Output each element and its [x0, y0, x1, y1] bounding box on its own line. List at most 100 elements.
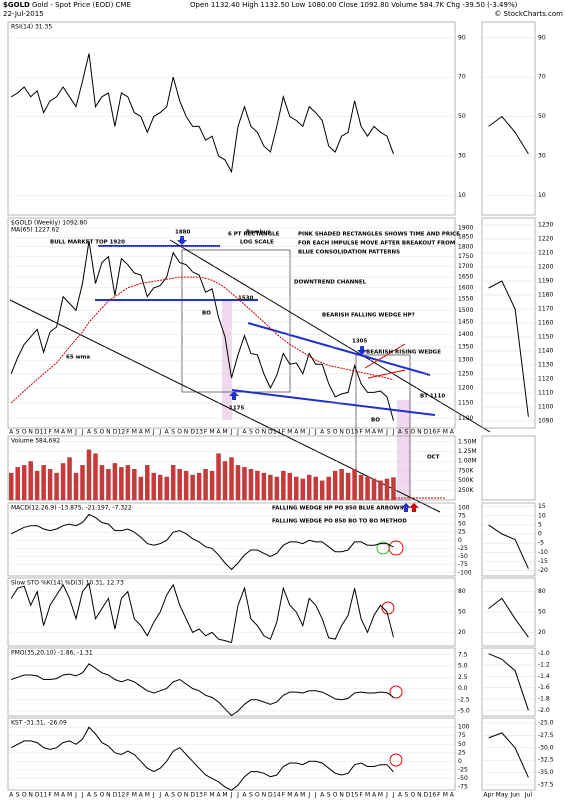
inset-tick-label: -30.0 — [538, 744, 554, 751]
x-tick-label: N — [184, 429, 189, 436]
panel-title: Slow STO %K(14) %D(3) 10.31, 12.73 — [11, 580, 124, 587]
y-tick-label: -75 — [458, 561, 468, 568]
x-tick-label: F — [359, 429, 363, 436]
inset-tick-label: 50 — [538, 113, 546, 120]
x-tick-label: M — [209, 792, 214, 799]
annotation: 1305 — [352, 339, 367, 345]
y-tick-label: 1350 — [458, 344, 473, 351]
inset-tick-label: 1120 — [538, 376, 553, 383]
volume-bar — [80, 465, 85, 500]
annotation: OCT — [427, 455, 440, 461]
x-tick-label: A — [372, 429, 377, 436]
y-tick-label: -100 — [458, 569, 472, 576]
volume-bar — [47, 468, 53, 500]
annotation: BEARISH FALLING WEDGE HP? — [322, 313, 415, 319]
volume-bar — [294, 476, 299, 500]
y-tick-label: 0.0 — [458, 685, 468, 692]
x-tick-label: 12 — [118, 429, 126, 436]
y-tick-label: 7.5 — [458, 651, 468, 658]
x-tick-label: M — [443, 792, 448, 799]
inset-tick-label: 1130 — [538, 362, 553, 369]
x-tick-label: A — [450, 429, 455, 436]
volume-bar — [106, 468, 111, 500]
moving-average — [10, 276, 394, 404]
x-tick-label: J — [152, 429, 155, 436]
y-tick-label: 1250 — [458, 370, 473, 377]
y-tick-label: 75 — [458, 732, 466, 739]
volume-bar — [300, 478, 306, 500]
x-tick-label: J — [314, 792, 317, 799]
x-tick-label: 11 — [40, 792, 48, 799]
x-tick-label: A — [9, 429, 14, 436]
x-tick-label: F — [204, 429, 208, 436]
y-tick-label: 1450 — [458, 319, 473, 326]
volume-bar — [365, 476, 370, 500]
x-tick-label: M — [222, 429, 227, 436]
x-tick-label: O — [255, 792, 260, 799]
volume-bar — [8, 472, 14, 500]
x-tick-label: F — [204, 792, 208, 799]
volume-bar — [41, 465, 46, 500]
inset-line — [488, 597, 529, 638]
x-tick-label: J — [385, 792, 388, 799]
x-tick-label: O — [333, 792, 338, 799]
x-tick-label: D — [113, 792, 118, 799]
y-tick-label: 1800 — [458, 243, 473, 250]
volume-bar — [119, 467, 124, 500]
x-tick-label: D — [35, 792, 40, 799]
volume-bar — [287, 472, 293, 500]
x-tick-label: S — [16, 792, 20, 799]
x-tick-label: O — [333, 429, 338, 436]
annotation: BO — [202, 311, 211, 317]
x-tick-label: A — [61, 429, 66, 436]
x-tick-label: J — [81, 429, 84, 436]
x-tick-label: J — [236, 429, 239, 436]
inset-x-label: Jun — [509, 792, 520, 799]
x-tick-label: A — [139, 792, 144, 799]
volume-bar — [183, 470, 189, 500]
x-tick-label: J — [74, 792, 77, 799]
inset-line — [488, 732, 529, 778]
y-tick-label: 1100 — [458, 415, 473, 422]
x-tick-label: M — [378, 792, 383, 799]
y-tick-label: 5.0 — [458, 663, 468, 670]
x-tick-label: 14 — [273, 792, 281, 799]
volume-bar — [255, 470, 260, 500]
volume-bar — [164, 476, 169, 500]
volume-bar — [34, 470, 40, 500]
x-tick-label: J — [152, 792, 155, 799]
x-tick-label: N — [184, 792, 189, 799]
panel — [7, 502, 456, 577]
volume-bar — [190, 474, 195, 500]
volume-bar — [274, 476, 280, 500]
x-tick-label: F — [126, 429, 130, 436]
x-tick-label: 15 — [351, 792, 359, 799]
y-tick-label: 75 — [458, 512, 466, 519]
volume-bar — [28, 461, 33, 500]
annotation: FALLING WEDGE PO 850 BO TO BO METHOD — [272, 519, 407, 525]
wedge-line — [247, 322, 431, 376]
y-tick-label: 250K — [458, 487, 474, 494]
x-tick-label: A — [320, 792, 325, 799]
indicator-line — [11, 663, 394, 717]
x-tick-label: O — [177, 792, 182, 799]
volume-bar — [339, 468, 344, 500]
y-tick-label: 25 — [458, 529, 466, 536]
inset-tick-label: 20 — [538, 629, 546, 636]
circle-mark — [389, 753, 403, 767]
annotation: FOR EACH IMPULSE MOVE AFTER BREAKOUT FRO… — [298, 241, 455, 247]
x-tick-label: F — [437, 792, 441, 799]
x-tick-label: J — [74, 429, 77, 436]
x-tick-label: A — [398, 429, 403, 436]
x-tick-label: S — [249, 792, 253, 799]
x-tick-label: N — [28, 792, 33, 799]
y-tick-label: 0 — [458, 758, 462, 765]
x-tick-label: O — [255, 429, 260, 436]
x-tick-label: F — [359, 792, 363, 799]
annotation: BO — [371, 418, 380, 424]
x-tick-label: M — [132, 429, 137, 436]
volume-bar — [391, 477, 396, 500]
x-tick-label: M — [287, 792, 292, 799]
x-tick-label: A — [9, 792, 14, 799]
x-tick-label: S — [327, 429, 331, 436]
